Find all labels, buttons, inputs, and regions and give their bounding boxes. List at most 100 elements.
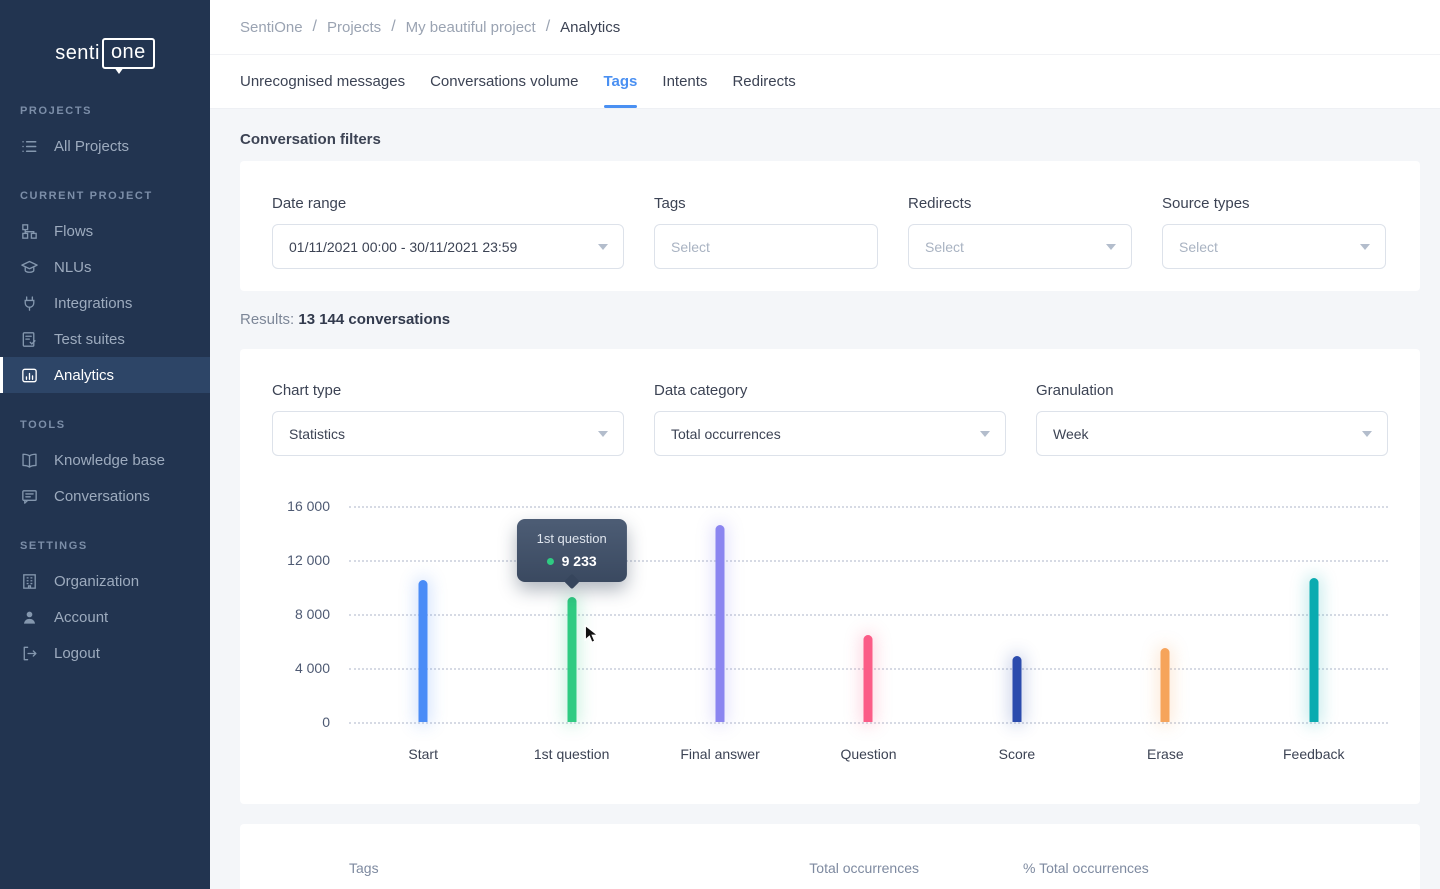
section-title: CURRENT PROJECT — [20, 190, 153, 202]
chevron-down-icon — [598, 430, 608, 437]
tags-table-card: Tags Total occurrences % Total occurrenc… — [240, 824, 1420, 889]
logout-icon — [20, 644, 39, 663]
field-label: Tags — [654, 195, 686, 212]
sidebar-item-logout[interactable]: Logout — [0, 635, 210, 671]
sidebar-item-label: Flows — [54, 222, 94, 240]
sidebar-item-label: All Projects — [54, 137, 130, 155]
nav-section-projects: PROJECTS All Projects — [0, 105, 210, 164]
data-category-dropdown[interactable]: Total occurrences — [654, 411, 1006, 456]
date-range-dropdown[interactable]: 01/11/2021 00:00 - 30/11/2021 23:59 — [272, 224, 624, 269]
section-title: TOOLS — [20, 419, 66, 431]
field-label: Date range — [272, 195, 347, 212]
sidebar-item-analytics[interactable]: Analytics — [0, 357, 210, 393]
results-label: Results: — [240, 311, 295, 328]
chart-bar-1st-question[interactable] — [567, 597, 577, 722]
breadcrumb-projects[interactable]: Projects — [327, 18, 382, 36]
chat-icon — [20, 487, 39, 506]
y-tick-label: 4 000 — [294, 660, 330, 676]
breadcrumb-sentione[interactable]: SentiOne — [240, 18, 303, 36]
field-label: Data category — [654, 382, 748, 399]
breadcrumb-separator: / — [391, 18, 396, 35]
chart-type-value: Statistics — [289, 425, 346, 442]
chevron-down-icon — [1362, 430, 1372, 437]
table-header-row: Tags Total occurrences % Total occurrenc… — [272, 860, 1388, 876]
sentione-logo: senti one — [0, 0, 210, 74]
chart-bar-final-answer[interactable] — [715, 524, 725, 722]
chart-x-labels: Start 1st question Final answer Question Sco… — [349, 746, 1388, 762]
bar-column — [349, 506, 497, 722]
y-axis: 16 000 12 000 8 000 4 000 0 — [272, 498, 349, 730]
chart-tooltip: 1st question 9 233 — [516, 519, 627, 582]
bar-column — [497, 506, 645, 722]
sidebar-item-conversations[interactable]: Conversations — [0, 478, 210, 514]
chart-bar-start[interactable] — [418, 580, 428, 722]
x-axis-label: Score — [998, 746, 1036, 762]
list-icon — [20, 137, 39, 156]
chevron-down-icon — [980, 430, 990, 437]
column-header-tags: Tags — [349, 860, 379, 876]
sidebar-item-label: Organization — [54, 572, 140, 590]
filter-tags: Tags Select — [654, 195, 878, 291]
field-label: Source types — [1162, 195, 1250, 212]
x-axis-label: 1st question — [533, 746, 610, 762]
nav-section-current-project: CURRENT PROJECT Flows NLUs Integrations … — [0, 190, 210, 393]
redirects-dropdown[interactable]: Select — [908, 224, 1132, 269]
tab-unrecognised-messages[interactable]: Unrecognised messages — [240, 73, 406, 90]
sidebar-item-label: Logout — [54, 644, 100, 662]
y-tick-label: 12 000 — [287, 552, 330, 568]
x-axis-spacer — [272, 722, 349, 762]
y-tick-label: 16 000 — [287, 498, 330, 514]
section-title: PROJECTS — [20, 105, 93, 117]
filter-date-range: Date range 01/11/2021 00:00 - 30/11/2021… — [272, 195, 624, 291]
tab-intents[interactable]: Intents — [662, 73, 708, 90]
tab-conversations-volume[interactable]: Conversations volume — [430, 73, 579, 90]
data-category-value: Total occurrences — [671, 425, 781, 442]
tooltip-title: 1st question — [536, 531, 607, 546]
field-label: Granulation — [1036, 382, 1114, 399]
column-header-pct-total-occurrences: % Total occurrences — [1023, 860, 1149, 876]
sidebar-item-knowledge-base[interactable]: Knowledge base — [0, 442, 210, 478]
chart-bar-score[interactable] — [1012, 655, 1022, 722]
control-granulation: Granulation Week — [1036, 382, 1388, 456]
chart-bar-erase[interactable] — [1160, 647, 1170, 722]
gridline — [349, 506, 1388, 508]
sidebar-item-label: NLUs — [54, 258, 92, 276]
sidebar-item-test-suites[interactable]: Test suites — [0, 321, 210, 357]
bar-chart: 16 000 12 000 8 000 4 000 0 1st question 9 2… — [272, 498, 1388, 730]
sidebar-item-integrations[interactable]: Integrations — [0, 285, 210, 321]
bar-column — [646, 506, 794, 722]
breadcrumb-separator: / — [312, 18, 317, 35]
tab-tags[interactable]: Tags — [603, 55, 637, 108]
redirects-placeholder: Select — [925, 238, 964, 255]
source-types-dropdown[interactable]: Select — [1162, 224, 1386, 269]
content: Conversation filters Date range 01/11/20… — [210, 109, 1440, 889]
graduation-cap-icon — [20, 258, 39, 277]
series-dot-icon — [546, 557, 554, 565]
bar-chart-icon — [20, 366, 39, 385]
breadcrumb: SentiOne / Projects / My beautiful proje… — [210, 0, 1440, 55]
sidebar-item-account[interactable]: Account — [0, 599, 210, 635]
sidebar-item-nlus[interactable]: NLUs — [0, 249, 210, 285]
tags-select-input[interactable]: Select — [654, 224, 878, 269]
granulation-dropdown[interactable]: Week — [1036, 411, 1388, 456]
chart-type-dropdown[interactable]: Statistics — [272, 411, 624, 456]
chart-bar-question[interactable] — [863, 634, 873, 722]
results-summary: Results: 13 144 conversations — [240, 291, 1420, 349]
sidebar-item-label: Knowledge base — [54, 451, 165, 469]
sidebar-item-all-projects[interactable]: All Projects — [0, 128, 210, 164]
sidebar-nav: PROJECTS All Projects CURRENT PROJECT Fl… — [0, 105, 210, 671]
y-tick-label: 8 000 — [294, 606, 330, 622]
tab-redirects[interactable]: Redirects — [732, 73, 796, 90]
sidebar-item-organization[interactable]: Organization — [0, 563, 210, 599]
x-axis-label: Feedback — [1283, 746, 1345, 762]
chart-bars — [349, 506, 1388, 722]
x-axis-label: Question — [840, 746, 897, 762]
logo-bubble: one — [101, 38, 155, 74]
breadcrumb-project-name[interactable]: My beautiful project — [405, 18, 536, 36]
date-range-value: 01/11/2021 00:00 - 30/11/2021 23:59 — [289, 238, 518, 255]
sidebar-item-label: Integrations — [54, 294, 133, 312]
chart-bar-feedback[interactable] — [1309, 578, 1319, 722]
sidebar-item-flows[interactable]: Flows — [0, 213, 210, 249]
nav-section-settings: SETTINGS Organization Account Logout — [0, 540, 210, 671]
bar-column — [1091, 506, 1239, 722]
